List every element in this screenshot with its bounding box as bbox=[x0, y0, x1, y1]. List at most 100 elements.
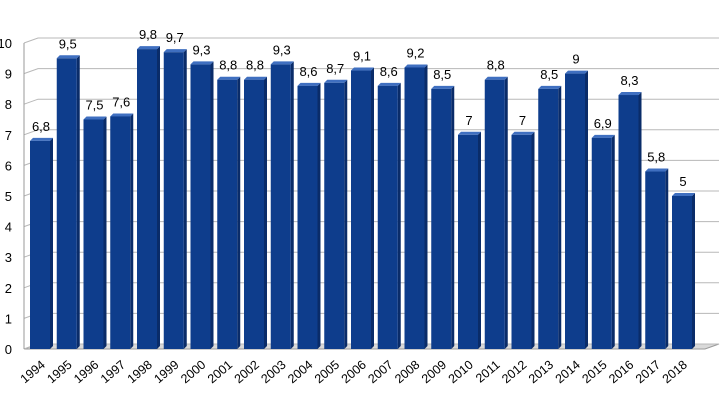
bar-front bbox=[56, 58, 77, 350]
bar-front bbox=[591, 137, 612, 349]
y-tick-label: 2 bbox=[5, 281, 12, 296]
y-tick-label: 0 bbox=[5, 342, 12, 357]
bar-front bbox=[377, 85, 398, 349]
bar bbox=[431, 85, 455, 350]
bar-top bbox=[270, 61, 294, 65]
bar-top bbox=[244, 76, 267, 80]
bar-top bbox=[511, 131, 535, 135]
bar bbox=[351, 67, 374, 349]
y-tick-label: 1 bbox=[5, 311, 12, 326]
data-label: 8,5 bbox=[540, 67, 558, 82]
bar-front bbox=[565, 73, 585, 349]
bar bbox=[244, 76, 267, 349]
data-label: 7,6 bbox=[112, 94, 130, 109]
data-label: 9,5 bbox=[59, 36, 77, 51]
data-label: 9 bbox=[572, 52, 579, 67]
bar bbox=[270, 61, 294, 350]
bar bbox=[484, 76, 508, 349]
bar bbox=[404, 64, 428, 349]
x-tick-label: 2012 bbox=[499, 358, 529, 387]
bar bbox=[324, 79, 348, 349]
data-label: 9,1 bbox=[353, 49, 371, 64]
bar-front bbox=[137, 49, 157, 350]
bar-top bbox=[30, 137, 53, 141]
bar-side bbox=[50, 137, 53, 349]
x-tick-label: 2016 bbox=[606, 358, 636, 387]
data-label: 9,8 bbox=[139, 27, 157, 42]
x-tick-label: 2005 bbox=[312, 358, 342, 387]
bar-front bbox=[83, 119, 104, 349]
bar-side bbox=[76, 55, 80, 350]
data-label: 7 bbox=[465, 113, 472, 128]
data-label: 5,8 bbox=[647, 150, 665, 165]
bar-side bbox=[478, 131, 481, 349]
x-tick-label: 2006 bbox=[339, 358, 369, 387]
x-tick-label: 1997 bbox=[98, 358, 128, 387]
bar-front bbox=[431, 88, 452, 350]
data-label: 8,8 bbox=[219, 58, 237, 73]
bar-top bbox=[484, 76, 508, 80]
bar-front bbox=[538, 88, 559, 350]
bar bbox=[297, 82, 321, 349]
bar bbox=[511, 131, 535, 349]
bar bbox=[565, 70, 588, 349]
bar-top bbox=[672, 193, 695, 196]
x-tick-label: 2014 bbox=[553, 358, 583, 387]
bar-front bbox=[645, 171, 666, 349]
x-tick-label: 2003 bbox=[258, 358, 288, 387]
bar-top bbox=[163, 49, 187, 53]
bar-side bbox=[210, 61, 214, 350]
data-label: 8,3 bbox=[620, 73, 638, 88]
bar-front bbox=[484, 79, 505, 349]
y-tick-label: 9 bbox=[5, 67, 12, 82]
bar-top bbox=[137, 46, 160, 50]
bar-front bbox=[458, 134, 478, 349]
y-tick-label: 8 bbox=[5, 97, 12, 112]
bar-side bbox=[397, 82, 401, 349]
data-labels: 6,8 9,5 7,5 7,6 9,8 9,7 9,3 8,8 8,8 9,3 8,6 8,7 9,1 8… bbox=[32, 27, 687, 189]
data-label: 8,6 bbox=[380, 64, 398, 79]
bar-side bbox=[264, 76, 267, 349]
y-tick-label: 5 bbox=[5, 189, 12, 204]
bar-side bbox=[424, 64, 428, 349]
bar-top bbox=[351, 67, 374, 71]
data-label: 8,5 bbox=[433, 67, 451, 82]
bar bbox=[83, 116, 107, 349]
bar-side bbox=[317, 82, 321, 349]
bar bbox=[377, 82, 401, 349]
bar bbox=[538, 85, 562, 350]
bar-side bbox=[371, 67, 374, 349]
bar-side bbox=[344, 79, 348, 349]
bar bbox=[672, 193, 695, 349]
bar-top bbox=[591, 134, 615, 138]
bar-top bbox=[618, 92, 642, 96]
bar-front bbox=[297, 85, 318, 349]
bar-front bbox=[351, 70, 371, 349]
bar-top bbox=[56, 55, 80, 59]
bar-side bbox=[237, 76, 241, 349]
bar-side bbox=[290, 61, 294, 350]
data-label: 8,7 bbox=[326, 61, 344, 76]
bars bbox=[30, 46, 695, 350]
x-tick-label: 1994 bbox=[18, 358, 48, 387]
bar-front bbox=[618, 95, 639, 350]
bar-front bbox=[110, 116, 131, 349]
bar-side bbox=[611, 134, 615, 349]
data-label: 9,7 bbox=[166, 30, 184, 45]
x-tick-label: 2009 bbox=[419, 358, 449, 387]
bar-top bbox=[431, 85, 455, 89]
data-label: 5 bbox=[679, 174, 686, 189]
data-label: 6,8 bbox=[32, 119, 50, 134]
bar-top bbox=[404, 64, 428, 68]
x-axis-ticks: 1994199519961997199819992000200120022003… bbox=[18, 358, 690, 387]
data-label: 9,3 bbox=[192, 42, 210, 57]
bar-side bbox=[692, 193, 695, 349]
data-label: 7 bbox=[519, 113, 526, 128]
x-tick-label: 2007 bbox=[365, 358, 395, 387]
bar-top bbox=[458, 131, 481, 135]
bar-top bbox=[377, 82, 401, 86]
x-tick-label: 2008 bbox=[392, 358, 422, 387]
bar-side bbox=[531, 131, 535, 349]
bar-front bbox=[511, 134, 532, 349]
